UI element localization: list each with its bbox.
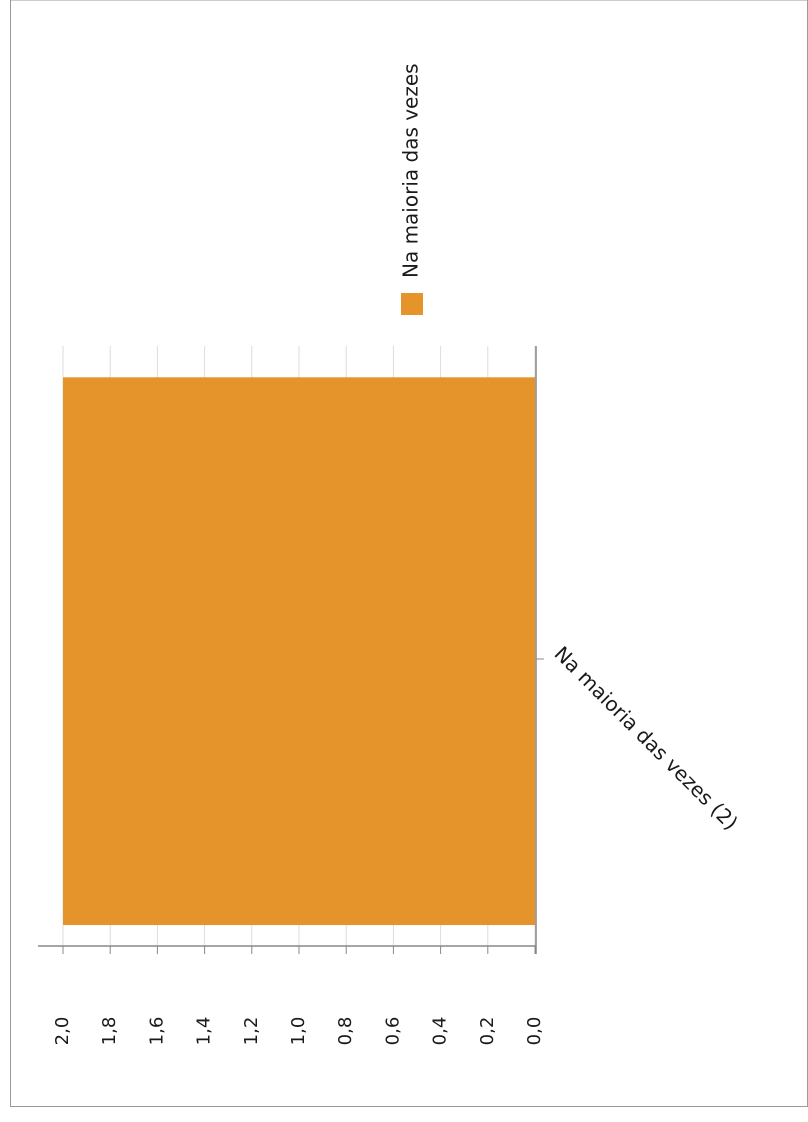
legend-label: Na maioria das vezes: [399, 63, 423, 278]
value-tick-label: 1,8: [99, 1017, 120, 1046]
value-tick-label: 1,6: [146, 1017, 167, 1046]
axes: [38, 346, 544, 954]
value-tick-label: 0,0: [524, 1017, 545, 1046]
value-tick-label: 0,4: [430, 1017, 451, 1046]
value-tick-label: 1,2: [241, 1017, 262, 1046]
bars: [63, 377, 535, 926]
tick-labels: 0,0 0,2 0,4 0,6 0,8 1,0 1,2 1,4 1,6 1,8 2,0: [52, 1017, 545, 1046]
value-tick-label: 1,4: [194, 1017, 215, 1046]
legend: Na maioria das vezes: [399, 63, 423, 315]
value-tick-label: 1,0: [288, 1017, 309, 1046]
value-tick-label: 0,8: [335, 1017, 356, 1046]
legend-swatch: [401, 293, 423, 315]
category-label: Na maioria das vezes (2): [550, 641, 743, 834]
value-tick-label: 0,2: [477, 1017, 498, 1046]
bar: [63, 377, 535, 926]
value-tick-label: 0,6: [382, 1017, 403, 1046]
category-labels: Na maioria das vezes (2): [550, 641, 743, 834]
value-tick-label: 2,0: [52, 1017, 73, 1046]
